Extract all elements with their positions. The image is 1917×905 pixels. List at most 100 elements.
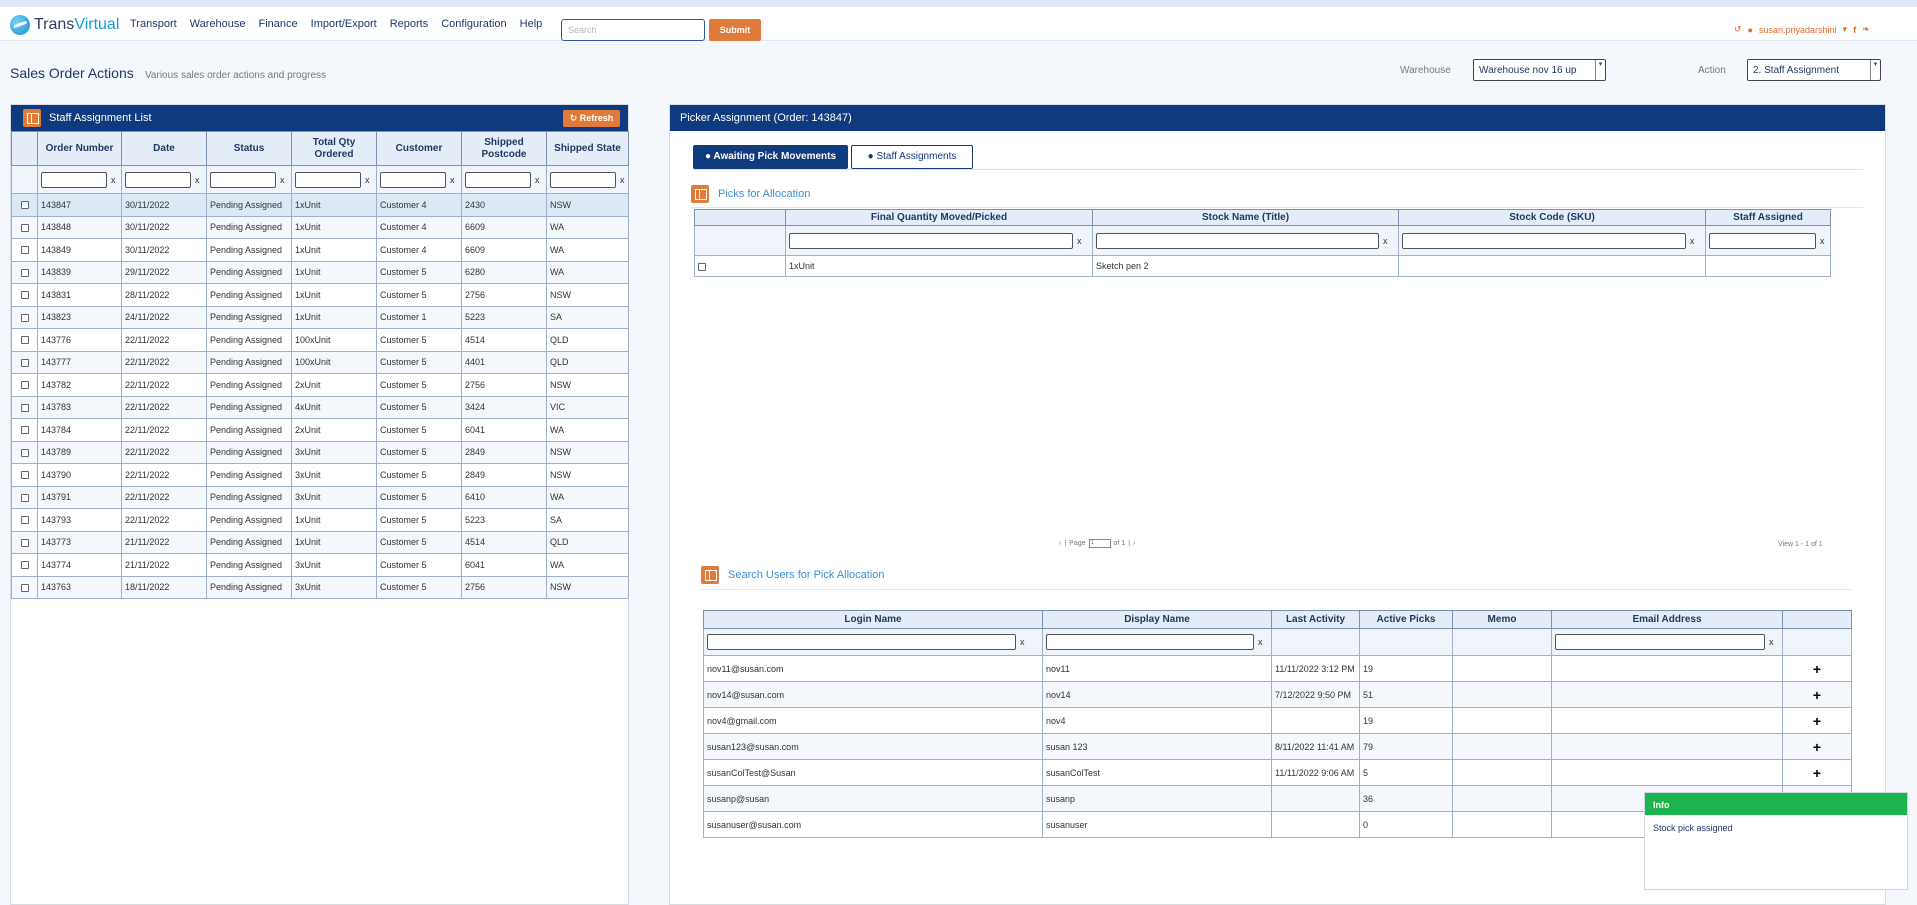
- table-row[interactable]: nov11@susan.com nov11 11/11/2022 3:12 PM 19…: [703, 655, 1852, 682]
- warehouse-select[interactable]: Warehouse nov 16 up ▾: [1473, 59, 1606, 81]
- table-row[interactable]: 143773 21/11/2022 Pending Assigned 1xUnit Cu…: [11, 530, 629, 554]
- table-row[interactable]: 143790 22/11/2022 Pending Assigned 3xUnit Cu…: [11, 463, 629, 487]
- add-icon[interactable]: +: [1812, 660, 1822, 677]
- section-toggle-icon[interactable]: [701, 566, 719, 584]
- staff-assigned-filter[interactable]: [1709, 232, 1816, 249]
- row-checkbox[interactable]: [20, 268, 29, 277]
- add-icon[interactable]: +: [1812, 764, 1822, 781]
- row-checkbox[interactable]: [20, 583, 29, 592]
- table-row[interactable]: 143791 22/11/2022 Pending Assigned 3xUnit Cu…: [11, 485, 629, 509]
- clear-filter-icon[interactable]: x: [1020, 637, 1025, 647]
- stock-name-filter[interactable]: [1096, 232, 1379, 249]
- table-row[interactable]: 143847 30/11/2022 Pending Assigned 1xUnit Cu…: [11, 193, 629, 217]
- section-toggle-icon[interactable]: [691, 185, 709, 203]
- clear-filter-icon[interactable]: x: [195, 174, 200, 185]
- panel-toggle-icon[interactable]: [23, 109, 41, 127]
- row-checkbox[interactable]: [20, 358, 29, 367]
- col-display-name[interactable]: Display Name: [1042, 610, 1272, 629]
- tab-staff-assignments[interactable]: ● Staff Assignments: [851, 145, 973, 169]
- table-row[interactable]: 143763 18/11/2022 Pending Assigned 3xUnit Cu…: [11, 575, 629, 599]
- twitter-icon[interactable]: ❧: [1862, 24, 1870, 34]
- logo[interactable]: TransVirtual: [10, 15, 119, 35]
- col-total-qty[interactable]: Total Qty Ordered: [291, 131, 377, 166]
- qty-filter[interactable]: [295, 171, 361, 188]
- clear-filter-icon[interactable]: x: [1769, 637, 1774, 647]
- table-row[interactable]: 143774 21/11/2022 Pending Assigned 3xUnit Cu…: [11, 553, 629, 577]
- table-row[interactable]: 143823 24/11/2022 Pending Assigned 1xUnit Cu…: [11, 305, 629, 329]
- tab-awaiting-pick-movements[interactable]: ● Awaiting Pick Movements: [693, 145, 848, 169]
- table-row[interactable]: 143777 22/11/2022 Pending Assigned 100xUnit…: [11, 350, 629, 374]
- nav-finance[interactable]: Finance: [258, 18, 298, 30]
- nav-reports[interactable]: Reports: [389, 18, 429, 30]
- table-row[interactable]: susanp@susan susanp 36: [703, 785, 1852, 812]
- action-select[interactable]: 2. Staff Assignment ▾: [1747, 59, 1881, 81]
- add-icon[interactable]: +: [1812, 738, 1822, 755]
- login-name-filter[interactable]: [707, 634, 1016, 650]
- state-filter[interactable]: [550, 171, 616, 188]
- col-stock-name[interactable]: Stock Name (Title): [1092, 209, 1399, 226]
- dropdown-caret-icon[interactable]: ▾: [1842, 24, 1848, 34]
- row-checkbox[interactable]: [20, 561, 29, 570]
- facebook-icon[interactable]: f: [1853, 24, 1857, 35]
- info-toast[interactable]: Info Stock pick assigned: [1644, 792, 1908, 890]
- row-checkbox[interactable]: [20, 538, 29, 547]
- table-row[interactable]: susanColTest@Susan susanColTest 11/11/2022…: [703, 759, 1852, 786]
- table-row[interactable]: nov14@susan.com nov14 7/12/2022 9:50 PM 51 +: [703, 681, 1852, 708]
- table-row[interactable]: 143849 30/11/2022 Pending Assigned 1xUnit Cu…: [11, 238, 629, 262]
- prev-page-icon[interactable]: ‹: [1059, 540, 1062, 547]
- table-row[interactable]: susan123@susan.com susan 123 8/11/2022 11:…: [703, 733, 1852, 760]
- row-checkbox[interactable]: [20, 246, 29, 255]
- col-email-address[interactable]: Email Address: [1551, 610, 1783, 629]
- col-state[interactable]: Shipped State: [546, 131, 629, 166]
- col-customer[interactable]: Customer: [376, 131, 462, 166]
- clear-filter-icon[interactable]: x: [1383, 235, 1388, 246]
- col-memo[interactable]: Memo: [1452, 610, 1552, 629]
- row-checkbox[interactable]: [20, 381, 29, 390]
- page-number-input[interactable]: 1: [1088, 539, 1111, 548]
- nav-import-export[interactable]: Import/Export: [310, 18, 377, 30]
- postcode-filter[interactable]: [465, 171, 531, 188]
- row-checkbox[interactable]: [20, 223, 29, 232]
- col-last-activity[interactable]: Last Activity: [1271, 610, 1360, 629]
- customer-filter[interactable]: [380, 171, 446, 188]
- col-stock-code[interactable]: Stock Code (SKU): [1398, 209, 1706, 226]
- clear-filter-icon[interactable]: x: [365, 174, 370, 185]
- table-row[interactable]: 143848 30/11/2022 Pending Assigned 1xUnit Cu…: [11, 215, 629, 239]
- clear-filter-icon[interactable]: x: [620, 174, 625, 185]
- search-input[interactable]: Search: [561, 19, 705, 41]
- nav-help[interactable]: Help: [519, 18, 543, 30]
- col-order-number[interactable]: Order Number: [37, 131, 122, 166]
- user-menu[interactable]: susan.priyadarshini: [1758, 24, 1837, 35]
- row-checkbox[interactable]: [20, 336, 29, 345]
- table-row[interactable]: 143831 28/11/2022 Pending Assigned 1xUnit Cu…: [11, 283, 629, 307]
- nav-warehouse[interactable]: Warehouse: [189, 18, 246, 30]
- row-checkbox[interactable]: [20, 291, 29, 300]
- row-checkbox[interactable]: [20, 201, 29, 210]
- history-icon[interactable]: ↺: [1734, 24, 1742, 34]
- table-row[interactable]: 143782 22/11/2022 Pending Assigned 2xUnit Cu…: [11, 373, 629, 397]
- add-icon[interactable]: +: [1812, 686, 1822, 703]
- table-row[interactable]: 143839 29/11/2022 Pending Assigned 1xUnit Cu…: [11, 260, 629, 284]
- col-final-quantity[interactable]: Final Quantity Moved/Picked: [785, 209, 1093, 226]
- row-checkbox[interactable]: [20, 426, 29, 435]
- nav-configuration[interactable]: Configuration: [441, 18, 507, 30]
- table-row[interactable]: 143784 22/11/2022 Pending Assigned 2xUnit Cu…: [11, 418, 629, 442]
- status-filter[interactable]: [210, 171, 276, 188]
- clear-filter-icon[interactable]: x: [1690, 235, 1695, 246]
- table-row[interactable]: 143789 22/11/2022 Pending Assigned 3xUnit Cu…: [11, 440, 629, 464]
- final-quantity-filter[interactable]: [789, 232, 1073, 249]
- clear-filter-icon[interactable]: x: [1258, 637, 1263, 647]
- nav-transport[interactable]: Transport: [130, 18, 177, 30]
- order-number-filter[interactable]: [41, 171, 107, 188]
- table-row[interactable]: 143776 22/11/2022 Pending Assigned 100xUnit…: [11, 328, 629, 352]
- display-name-filter[interactable]: [1046, 634, 1254, 650]
- col-staff-assigned[interactable]: Staff Assigned: [1705, 209, 1831, 226]
- refresh-button[interactable]: ↻ Refresh: [563, 110, 620, 127]
- table-row[interactable]: 1xUnit Sketch pen 2: [694, 255, 1831, 277]
- row-checkbox[interactable]: [20, 516, 29, 525]
- row-checkbox[interactable]: [20, 448, 29, 457]
- col-date[interactable]: Date: [121, 131, 207, 166]
- col-postcode[interactable]: Shipped Postcode: [461, 131, 547, 166]
- clear-filter-icon[interactable]: x: [450, 174, 455, 185]
- add-icon[interactable]: +: [1812, 712, 1822, 729]
